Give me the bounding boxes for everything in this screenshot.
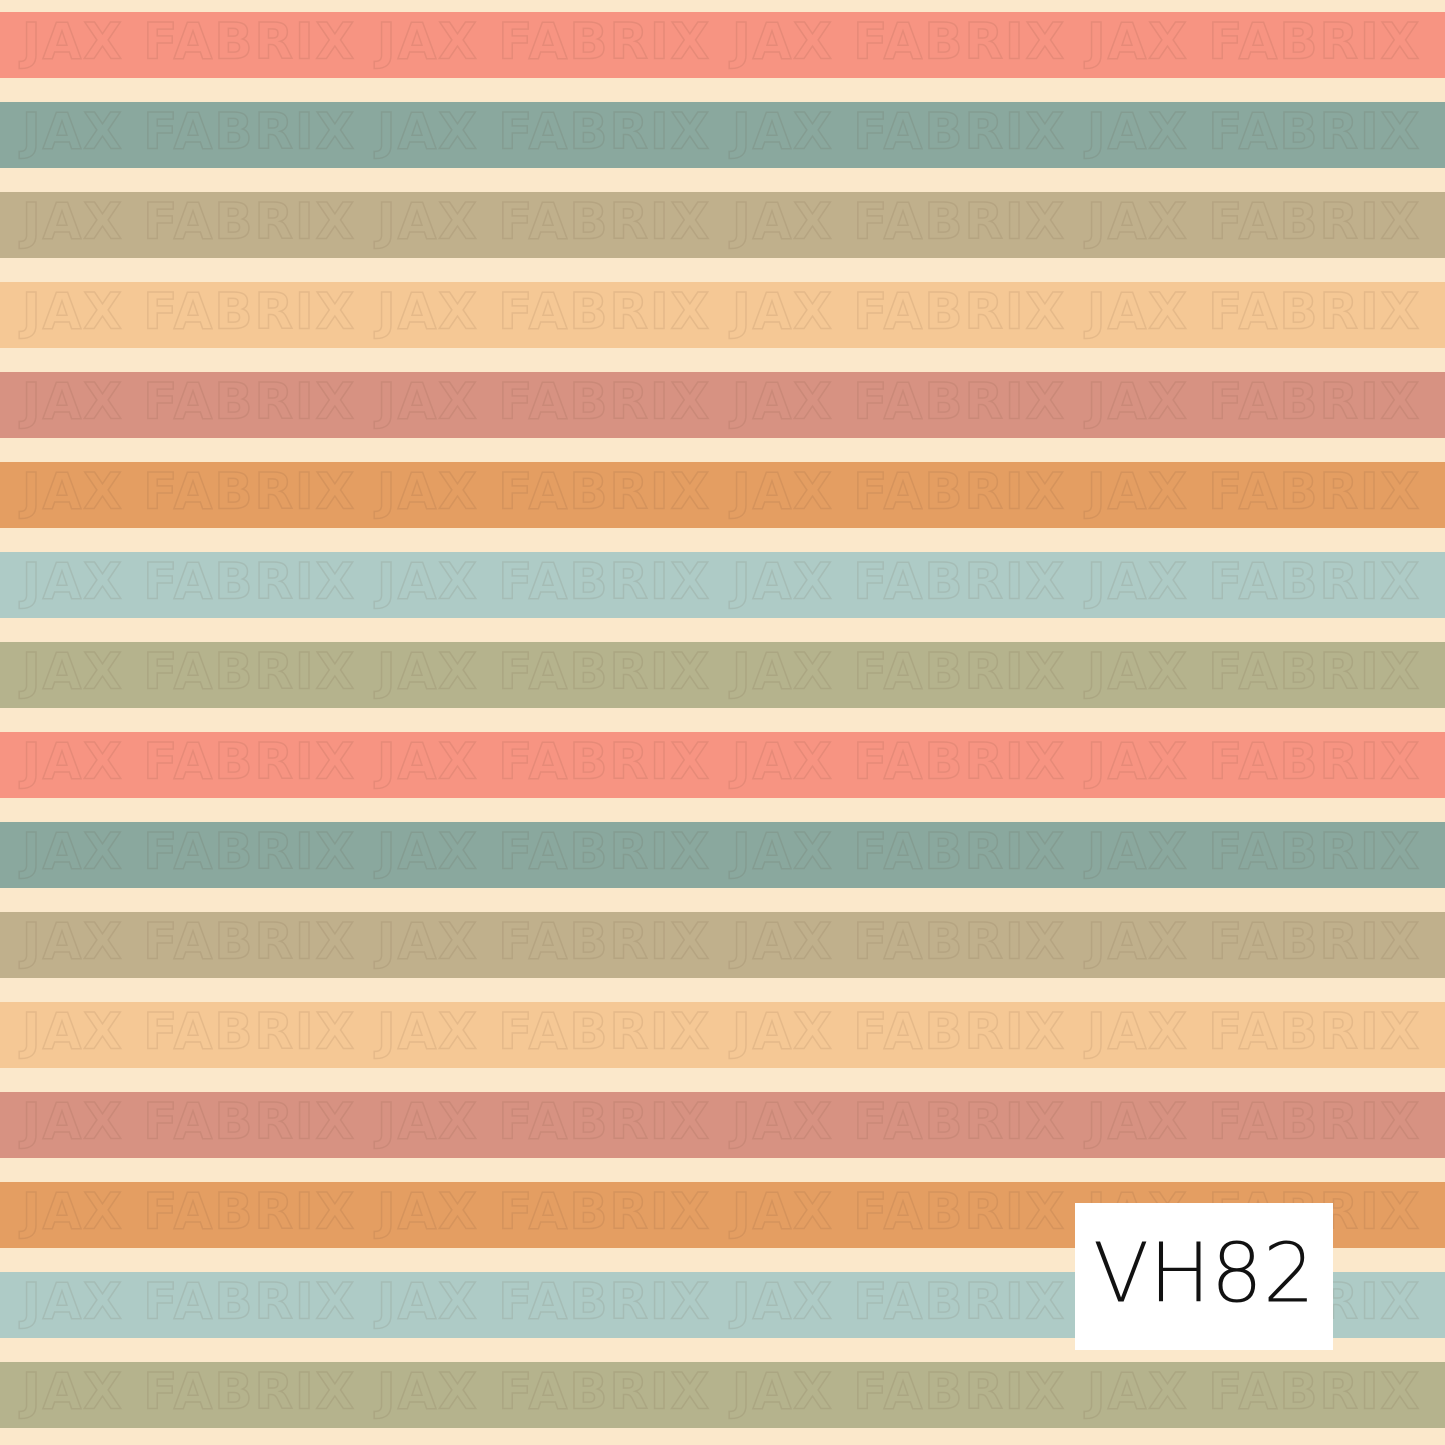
watermark-text: JAX FABRIX: [729, 913, 1066, 971]
watermark-text: JAX FABRIX: [374, 913, 711, 971]
watermark-text: JAX FABRIX: [19, 643, 356, 701]
watermark-text: JAX FABRIX: [374, 1003, 711, 1061]
watermark-text: JAX FABRIX: [1084, 553, 1421, 611]
watermark-text: JAX FABRIX: [374, 1273, 711, 1331]
stripe: [0, 642, 1445, 708]
watermark-text: JAX FABRIX: [374, 463, 711, 521]
watermark-text: JAX FABRIX: [19, 553, 356, 611]
watermark-text: JAX FABRIX: [19, 193, 356, 251]
watermark-text: JAX FABRIX: [374, 13, 711, 71]
watermark-text: JAX FABRIX: [1084, 103, 1421, 161]
watermark-text: JAX FABRIX: [374, 193, 711, 251]
watermark-text: JAX FABRIX: [1084, 1093, 1421, 1151]
stripe: [0, 462, 1445, 528]
watermark-text: JAX FABRIX: [729, 1363, 1066, 1421]
watermark-text: JAX FABRIX: [729, 553, 1066, 611]
watermark-text: JAX FABRIX: [729, 1003, 1066, 1061]
watermark-text: JAX FABRIX: [1084, 1363, 1421, 1421]
watermark-text: JAX FABRIX: [729, 1183, 1066, 1241]
watermark-text: JAX FABRIX: [1084, 13, 1421, 71]
watermark-text: JAX FABRIX: [729, 283, 1066, 341]
watermark-text: JAX FABRIX: [729, 463, 1066, 521]
watermark-text: JAX FABRIX: [729, 103, 1066, 161]
watermark-text: JAX FABRIX: [729, 373, 1066, 431]
label-box: [1075, 1203, 1333, 1350]
watermark-text: JAX FABRIX: [19, 823, 356, 881]
watermark-text: JAX FABRIX: [729, 193, 1066, 251]
watermark-text: JAX FABRIX: [1084, 193, 1421, 251]
watermark-text: JAX FABRIX: [19, 283, 356, 341]
watermark-text: JAX FABRIX: [1084, 1003, 1421, 1061]
watermark-text: JAX FABRIX: [729, 1093, 1066, 1151]
watermark-text: JAX FABRIX: [1084, 643, 1421, 701]
watermark-text: JAX FABRIX: [729, 823, 1066, 881]
stripe: [0, 12, 1445, 78]
watermark-text: JAX FABRIX: [729, 643, 1066, 701]
watermark-text: JAX FABRIX: [374, 1363, 711, 1421]
watermark-text: JAX FABRIX: [19, 1093, 356, 1151]
pattern-code: VH82: [1093, 1227, 1315, 1322]
watermark-text: JAX FABRIX: [1084, 913, 1421, 971]
stripe: [0, 822, 1445, 888]
watermark-text: JAX FABRIX: [19, 1363, 356, 1421]
watermark-text: JAX FABRIX: [374, 283, 711, 341]
watermark-text: JAX FABRIX: [19, 373, 356, 431]
watermark-text: JAX FABRIX: [374, 553, 711, 611]
stripe: [0, 372, 1445, 438]
watermark-text: JAX FABRIX: [374, 823, 711, 881]
watermarks: JAX FABRIX JAX FABRIX JAX FABRIX JAX FABRIX…: [18, 12, 1421, 1422]
stripe: [0, 102, 1445, 168]
watermark-text: JAX FABRIX: [374, 373, 711, 431]
watermark-text: JAX FABRIX: [19, 1183, 356, 1241]
stripe: [0, 1002, 1445, 1068]
watermark-text: JAX FABRIX: [1084, 373, 1421, 431]
watermark-text: JAX FABRIX: [374, 103, 711, 161]
watermark-text: JAX FABRIX: [1084, 283, 1421, 341]
stripe: [0, 192, 1445, 258]
watermark-text: JAX FABRIX: [1084, 733, 1421, 791]
watermark-text: JAX FABRIX: [19, 463, 356, 521]
watermark-text: JAX FABRIX: [19, 13, 356, 71]
watermark-text: JAX FABRIX: [729, 13, 1066, 71]
watermark-text: JAX FABRIX: [19, 103, 356, 161]
watermark-text: JAX FABRIX: [19, 1273, 356, 1331]
stripe: [0, 1092, 1445, 1158]
watermark-text: JAX FABRIX: [374, 1093, 711, 1151]
watermark-text: JAX FABRIX: [374, 643, 711, 701]
watermark-text: JAX FABRIX: [19, 913, 356, 971]
stripes: [0, 12, 1445, 1428]
stripe: [0, 282, 1445, 348]
watermark-text: JAX FABRIX: [19, 733, 356, 791]
watermark-text: JAX FABRIX: [374, 1183, 711, 1241]
watermark-text: JAX FABRIX: [19, 1003, 356, 1061]
stripe: [0, 912, 1445, 978]
stripe: [0, 732, 1445, 798]
watermark-text: JAX FABRIX: [1084, 463, 1421, 521]
watermark-text: JAX FABRIX: [729, 733, 1066, 791]
watermark-text: JAX FABRIX: [374, 733, 711, 791]
watermark-text: JAX FABRIX: [1084, 823, 1421, 881]
stripe: [0, 552, 1445, 618]
stripe: [0, 1362, 1445, 1428]
watermark-text: JAX FABRIX: [729, 1273, 1066, 1331]
